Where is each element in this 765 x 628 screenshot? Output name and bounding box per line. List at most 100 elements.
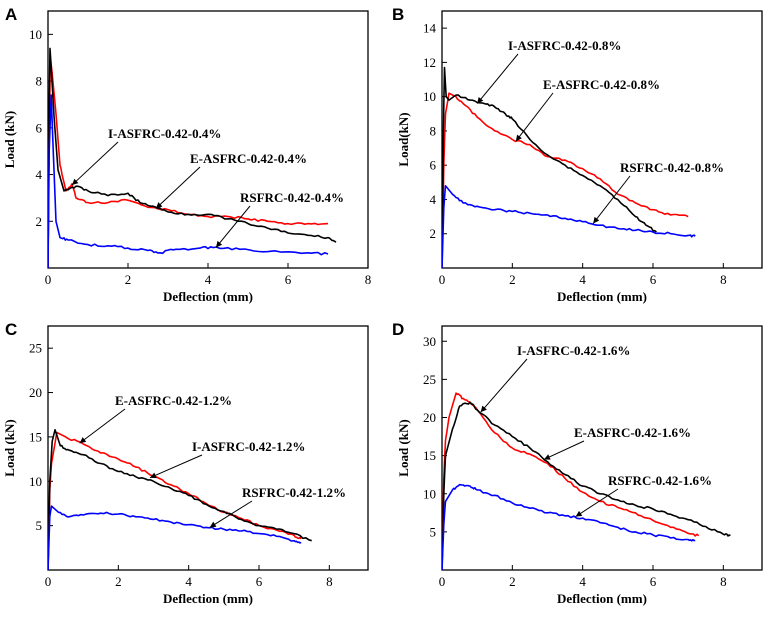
y-axis-title: Load(kN) [396,112,411,166]
annotation-arrowhead [216,240,223,248]
y-tick-label: 25 [29,341,42,356]
x-tick-label: 2 [509,272,516,287]
y-tick-label: 10 [29,474,42,489]
y-axis-title: Load (kN) [2,111,17,168]
x-tick-label: 0 [439,574,446,589]
annotation-arrowhead [149,472,157,479]
series-line-rsfrc-0-42-0-8- [442,185,696,268]
annotation-leader [575,488,619,518]
y-tick-label: 6 [430,158,437,173]
annotation-leader [592,175,631,224]
x-tick-label: 2 [509,574,516,589]
annotation-arrowhead [209,521,217,528]
annotation-leader [543,440,585,460]
annotation-label: RSFRC-0.42-1.2% [242,485,346,500]
series-line-e-asfrc-0-42-1-2- [48,431,302,570]
annotation-label: RSFRC-0.42-0.4% [240,190,344,205]
annotation-label: I-ASFRC-0.42-0.4% [108,126,221,141]
series-line-rsfrc-0-42-0-4- [48,94,329,268]
x-tick-label: 4 [579,272,586,287]
x-axis-title: Deflection (mm) [557,591,647,606]
annotation-leader [209,500,253,528]
y-axis-title: Load (kN) [396,419,411,476]
annotation-label: E-ASFRC-0.42-0.4% [190,151,307,166]
annotation-label: I-ASFRC-0.42-0.8% [508,38,621,53]
y-tick-label: 25 [423,372,436,387]
series-line-i-asfrc-0-42-1-2- [48,429,312,570]
y-tick-label: 15 [29,429,42,444]
annotation-arrowhead [515,134,522,142]
y-tick-label: 20 [29,385,42,400]
annotation-label: E-ASFRC-0.42-1.6% [574,425,691,440]
annotation-arrowhead [593,216,600,224]
annotation-arrowhead [575,510,583,517]
annotation-label: I-ASFRC-0.42-1.2% [192,439,305,454]
y-tick-label: 15 [423,448,436,463]
series-line-rsfrc-0-42-1-6- [442,483,696,570]
x-axis-title: Deflection (mm) [557,289,647,304]
series-line-i-asfrc-0-42-1-6- [442,401,731,570]
axes-frame [441,325,763,571]
annotation-leader [71,141,119,186]
y-tick-label: 30 [423,334,436,349]
x-tick-label: 8 [365,272,372,287]
y-tick-label: 5 [36,518,43,533]
annotation-label: E-ASFRC-0.42-0.8% [543,77,660,92]
annotation-label: RSFRC-0.42-1.6% [608,473,712,488]
x-tick-label: 0 [439,272,446,287]
x-tick-label: 8 [720,272,727,287]
axes-frame [441,10,763,269]
annotation-leader [215,205,251,248]
series-line-i-asfrc-0-42-0-8- [442,66,657,268]
x-tick-label: 8 [326,574,333,589]
annotation-label: I-ASFRC-0.42-1.6% [517,343,630,358]
annotation-label: RSFRC-0.42-0.8% [620,160,724,175]
annotation-arrowhead [79,437,87,444]
annotation-leader [149,454,203,479]
panel-c: C 0 2 4 6 8 5 10 15 20 25 Deflection (mm) Load (kN) E… [2,320,369,606]
y-tick-label: 2 [36,214,43,229]
panel-letter: C [5,320,17,339]
panel-letter: B [392,5,404,24]
panel-letter: A [5,5,17,24]
y-tick-label: 20 [423,410,436,425]
x-tick-label: 8 [720,574,727,589]
annotation-leader [515,92,554,142]
panel-a: A 0 2 4 6 8 2 4 6 8 10 Deflection (mm) Load (kN) I-AS… [2,5,371,304]
y-tick-label: 4 [36,167,43,182]
y-tick-label: 6 [36,120,43,135]
annotation-arrowhead [543,454,551,460]
y-tick-label: 10 [29,27,42,42]
x-tick-label: 6 [650,574,657,589]
x-tick-label: 0 [45,272,52,287]
x-tick-label: 4 [579,574,586,589]
annotation-leader [79,408,126,444]
y-tick-label: 4 [430,192,437,207]
panel-b: B 0 2 4 6 8 2 4 6 8 10 12 14 Deflection (mm) Load(kN) I… [392,5,763,304]
annotation-leader [480,358,528,413]
series-line-e-asfrc-0-42-0-8- [442,92,689,268]
y-tick-label: 8 [36,74,43,89]
annotation-label: E-ASFRC-0.42-1.2% [115,393,232,408]
series-line-i-asfrc-0-42-0-4- [48,47,337,268]
y-tick-label: 14 [423,21,437,36]
x-tick-label: 4 [185,574,192,589]
annotation-arrowhead [156,202,163,209]
panel-d: D 0 2 4 6 8 5 10 15 20 25 30 Deflection (mm) Load (kN… [392,320,763,606]
x-tick-label: 6 [650,272,657,287]
annotation-leader [155,166,201,209]
x-tick-label: 4 [205,272,212,287]
y-tick-label: 10 [423,89,436,104]
y-tick-label: 5 [430,524,437,539]
y-tick-label: 10 [423,486,436,501]
axes-frame [47,325,369,571]
annotation-arrowhead [480,405,487,413]
x-axis-title: Deflection (mm) [163,289,253,304]
x-tick-label: 6 [256,574,263,589]
annotation-arrowhead [477,96,484,104]
annotation-leader [476,53,519,104]
y-tick-label: 12 [423,55,436,70]
y-axis-title: Load (kN) [2,419,17,476]
x-tick-label: 6 [285,272,292,287]
